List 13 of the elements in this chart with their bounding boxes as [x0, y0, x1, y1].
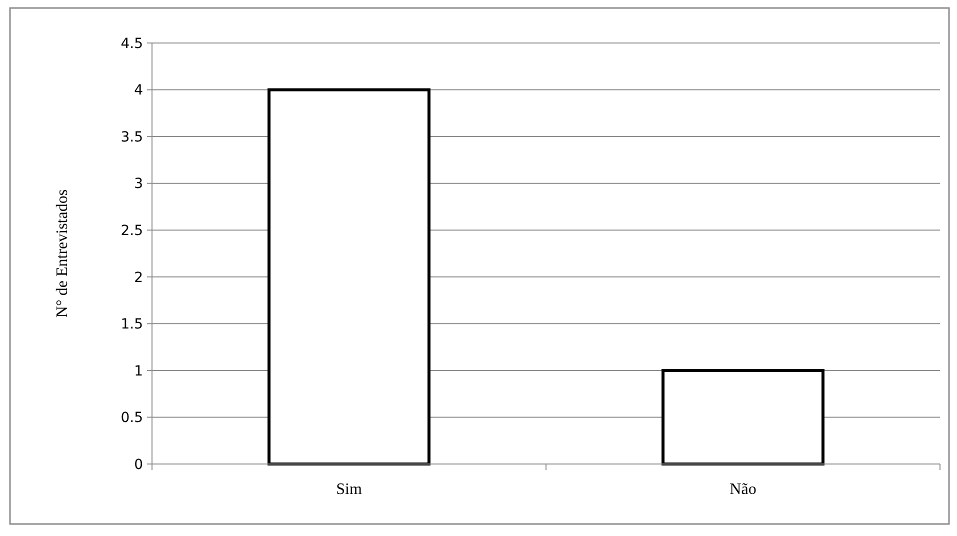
- y-tick-label: 4: [134, 82, 144, 99]
- y-tick-label: 0: [134, 456, 143, 473]
- y-tick-label: 2.5: [120, 223, 143, 240]
- x-tick-label: Sim: [336, 481, 362, 498]
- y-tick-label: 3.5: [120, 129, 143, 146]
- y-tick-label: 1: [134, 363, 143, 380]
- y-tick-label: 0.5: [120, 410, 143, 426]
- y-axis-title: N° de Entrevistados: [54, 189, 71, 318]
- y-tick-label: 3: [134, 176, 143, 192]
- y-tick-label: 1.5: [120, 316, 143, 333]
- y-tick-label: 2: [134, 270, 143, 286]
- y-tick-label: 4.5: [120, 36, 143, 52]
- x-tick-label: Não: [730, 481, 756, 498]
